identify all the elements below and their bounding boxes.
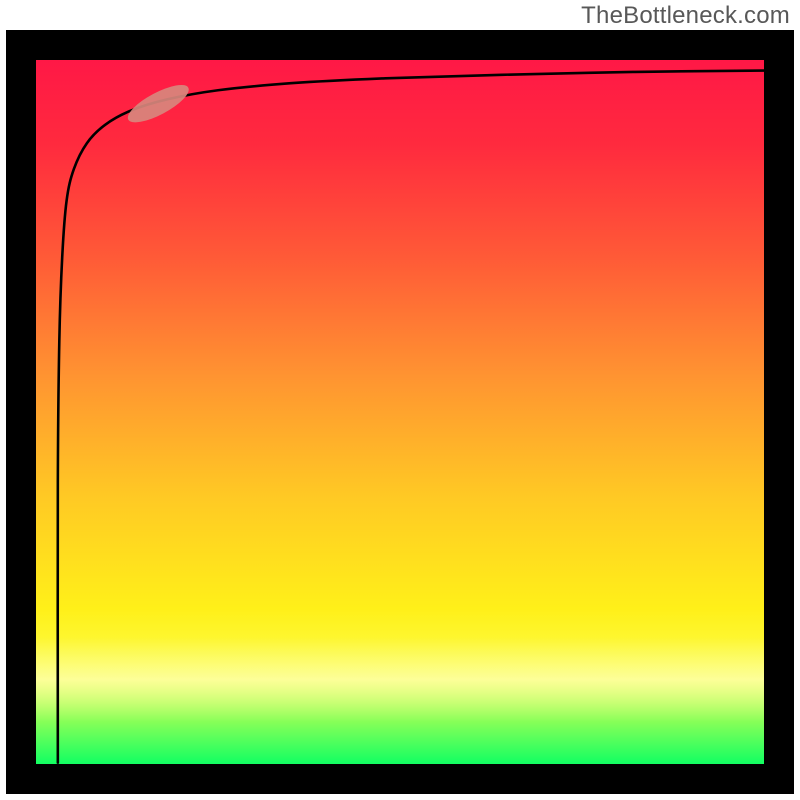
- chart-svg: [36, 60, 764, 764]
- watermark-text: TheBottleneck.com: [581, 2, 790, 30]
- highlight-marker: [123, 78, 193, 129]
- curve-line: [58, 71, 764, 763]
- plot-area: [36, 60, 764, 764]
